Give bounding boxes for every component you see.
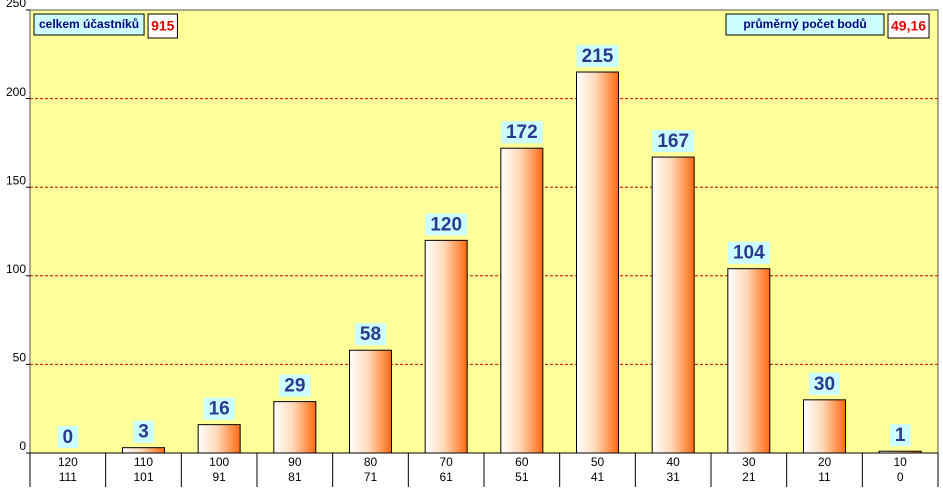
x-tick-label: 61 xyxy=(439,470,453,484)
y-tick-label: 100 xyxy=(6,262,26,276)
x-tick-label: 91 xyxy=(212,470,226,484)
annotation-box xyxy=(33,13,145,36)
x-tick-label: 101 xyxy=(133,470,153,484)
value-label-box xyxy=(354,323,387,346)
value-label: 172 xyxy=(506,122,538,143)
value-label-box xyxy=(889,424,911,447)
value-label: 0 xyxy=(63,427,74,448)
value-label: 104 xyxy=(733,243,765,264)
x-tick-label: 71 xyxy=(364,470,378,484)
x-tick-label: 21 xyxy=(742,470,756,484)
x-tick-label: 120 xyxy=(58,455,78,469)
value-label: 167 xyxy=(657,131,689,152)
x-tick-label: 60 xyxy=(515,455,529,469)
x-tick-label: 70 xyxy=(439,455,453,469)
x-tick-label: 100 xyxy=(209,455,229,469)
x-tick-label: 20 xyxy=(818,455,832,469)
x-tick-label: 110 xyxy=(134,455,153,469)
x-tick-label: 80 xyxy=(364,455,378,469)
x-tick-label: 90 xyxy=(288,455,302,469)
annotation-box xyxy=(725,13,885,36)
y-tick-label: 50 xyxy=(13,351,27,365)
x-tick-label: 30 xyxy=(742,455,756,469)
bar xyxy=(500,147,544,454)
bar xyxy=(424,239,468,454)
value-label-box xyxy=(808,372,841,395)
value-label-box xyxy=(133,420,154,443)
value-label: 58 xyxy=(360,324,381,345)
annotation-label: průměrný počet bodů xyxy=(743,17,866,31)
x-tick-label: 0 xyxy=(897,470,904,484)
value-label-box xyxy=(727,241,770,264)
value-label: 215 xyxy=(582,46,614,67)
annotation-value: 49,16 xyxy=(891,18,926,34)
bar xyxy=(651,156,695,454)
y-tick-label: 150 xyxy=(6,173,26,187)
bar xyxy=(878,450,922,454)
y-tick-label: 250 xyxy=(6,0,26,10)
x-tick-label: 81 xyxy=(288,470,302,484)
value-label-box xyxy=(652,130,695,153)
value-label-box xyxy=(57,426,79,448)
x-tick-label: 11 xyxy=(818,470,831,484)
value-label: 29 xyxy=(284,376,305,397)
bar xyxy=(803,399,846,454)
value-label: 1 xyxy=(895,425,906,446)
bar xyxy=(273,401,317,454)
value-label: 30 xyxy=(814,374,835,395)
x-tick-label: 10 xyxy=(893,455,907,469)
value-label-box xyxy=(279,374,311,397)
x-tick-label: 51 xyxy=(515,470,529,484)
value-label-box xyxy=(576,45,619,68)
value-label-box xyxy=(425,213,468,236)
x-tick-label: 50 xyxy=(591,455,605,469)
x-tick-label: 40 xyxy=(666,455,680,469)
bar xyxy=(349,349,392,454)
y-tick-label: 0 xyxy=(19,439,26,453)
bar xyxy=(122,447,165,454)
bar xyxy=(576,71,619,454)
bar xyxy=(727,268,771,454)
plot-area xyxy=(29,9,939,454)
y-tick-label: 200 xyxy=(6,85,26,99)
annotation-value-box xyxy=(147,13,178,39)
x-tick-label: 41 xyxy=(591,470,605,484)
value-label: 120 xyxy=(430,214,462,235)
value-label-box xyxy=(203,397,235,420)
annotation-label: celkem účastníků xyxy=(39,17,139,31)
annotation-value: 915 xyxy=(151,18,175,34)
x-tick-label: 31 xyxy=(666,470,680,484)
x-tick-label: 111 xyxy=(59,470,78,484)
value-label-box xyxy=(500,121,543,144)
value-label: 16 xyxy=(209,399,230,420)
value-label: 3 xyxy=(138,422,149,443)
bar xyxy=(197,424,241,454)
annotation-value-box xyxy=(887,13,930,39)
